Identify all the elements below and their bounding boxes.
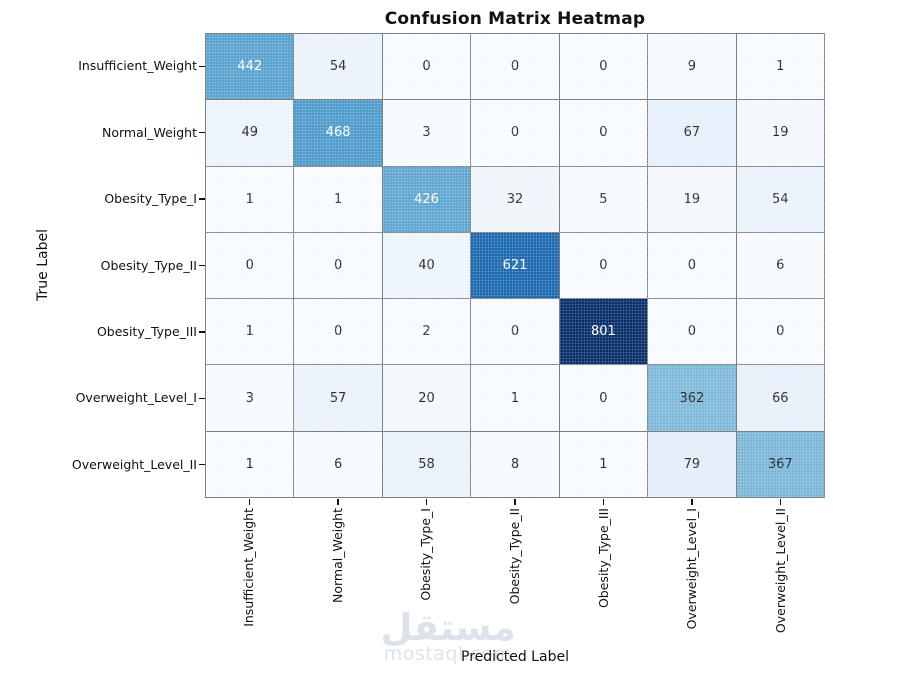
x-tick-label: Insufficient_Weight: [241, 508, 257, 627]
y-axis-label: True Label: [35, 229, 51, 301]
heatmap-cell: 621: [471, 232, 559, 299]
x-axis-tick-mark: [425, 499, 428, 505]
y-tick-label: Obesity_Type_III: [96, 323, 197, 339]
heatmap-cell: 0: [648, 232, 736, 299]
x-tick-label: Obesity_Type_II: [507, 508, 522, 605]
x-tick-label: Overweight_Level_I: [684, 508, 700, 630]
y-axis-tick-mark: [199, 264, 205, 267]
heatmap-cell: 0: [294, 299, 382, 365]
chart-title: Confusion Matrix Heatmap: [384, 9, 646, 29]
heatmap-cell: 1: [736, 34, 824, 100]
heatmap-cell: 0: [471, 100, 559, 166]
heatmap-cell: 0: [559, 100, 648, 166]
x-tick-label: Obesity_Type_I: [418, 508, 434, 601]
x-axis-tick-mark: [248, 499, 250, 505]
watermark-arabic-logo: مستقل: [380, 606, 516, 649]
heatmap-cell: 19: [648, 166, 736, 232]
heatmap-cell: 0: [559, 365, 648, 431]
y-tick-label: Insufficient_Weight: [78, 58, 197, 74]
heatmap-cell: 2: [382, 299, 471, 365]
x-tick-label: Normal_Weight: [329, 508, 345, 604]
heatmap-cell: 5: [559, 166, 648, 232]
x-tick-label: Obesity_Type_III: [595, 508, 611, 609]
heatmap-cell: 3: [382, 100, 471, 166]
x-tick-label: Overweight_Level_II: [772, 508, 788, 634]
heatmap-cell: 362: [648, 365, 736, 431]
y-axis-tick-mark: [199, 397, 205, 400]
heatmap-cell: 1: [206, 166, 294, 232]
heatmap-cell: 58: [382, 431, 471, 497]
heatmap-cell: 54: [294, 34, 382, 100]
heatmap-cell: 67: [648, 100, 736, 166]
heatmap-cell: 367: [736, 431, 824, 497]
heatmap-cell: 1: [206, 299, 294, 365]
x-axis-label: Predicted Label: [461, 649, 569, 665]
heatmap-cell: 0: [648, 299, 736, 365]
y-axis-tick-mark: [199, 464, 205, 466]
y-axis-tick-mark: [199, 331, 205, 333]
heatmap-cell: 79: [648, 431, 736, 497]
y-tick-label: Normal_Weight: [101, 124, 197, 140]
x-axis-tick-mark: [780, 499, 782, 505]
heatmap-cell: 426: [382, 166, 471, 232]
heatmap-cell: 49: [206, 100, 294, 166]
heatmap-cell: 0: [559, 34, 648, 100]
heatmap-cell: 40: [382, 232, 471, 299]
heatmap-cell: 66: [736, 365, 824, 431]
confusion-matrix-heatmap: 442 54 0 0 0 9 1 49 468 3 0 0 67 19 1 1 426 32 5 19 54 0 0 40 62…: [205, 33, 825, 498]
heatmap-cell: 1: [294, 166, 382, 232]
y-axis-tick-mark: [199, 65, 205, 67]
heatmap-cell: 1: [559, 431, 648, 497]
heatmap-cell: 20: [382, 365, 471, 431]
heatmap-cell: 1: [471, 365, 559, 431]
x-axis-tick-mark: [337, 499, 339, 505]
heatmap-cell: 57: [294, 365, 382, 431]
heatmap-cell: 6: [294, 431, 382, 497]
heatmap-cell: 0: [206, 232, 294, 299]
heatmap-cell: 9: [648, 34, 736, 100]
heatmap-cell: 3: [206, 365, 294, 431]
heatmap-cell: 0: [294, 232, 382, 299]
x-axis-tick-mark: [691, 499, 693, 505]
y-tick-label: Obesity_Type_I: [104, 191, 197, 207]
heatmap-cell: 19: [736, 100, 824, 166]
heatmap-cell: 32: [471, 166, 559, 232]
heatmap-cell: 468: [294, 100, 382, 166]
heatmap-cell: 0: [471, 299, 559, 365]
heatmap-cell: 442: [206, 34, 294, 100]
y-tick-label: Overweight_Level_II: [71, 456, 197, 472]
heatmap-cell: 1: [206, 431, 294, 497]
y-axis-tick-mark: [199, 198, 205, 200]
x-axis-tick-mark: [602, 499, 605, 505]
heatmap-cell: 801: [559, 299, 648, 365]
x-axis-tick-mark: [514, 499, 516, 505]
heatmap-cell: 0: [736, 299, 824, 365]
heatmap-cell: 54: [736, 166, 824, 232]
y-axis-tick-mark: [199, 131, 205, 134]
y-tick-label: Obesity_Type_II: [100, 257, 197, 273]
y-tick-label: Overweight_Level_I: [75, 390, 197, 406]
heatmap-cell: 0: [382, 34, 471, 100]
heatmap-cell: 8: [471, 431, 559, 497]
heatmap-cell: 6: [736, 232, 824, 299]
heatmap-cell: 0: [471, 34, 559, 100]
heatmap-cell: 0: [559, 232, 648, 299]
